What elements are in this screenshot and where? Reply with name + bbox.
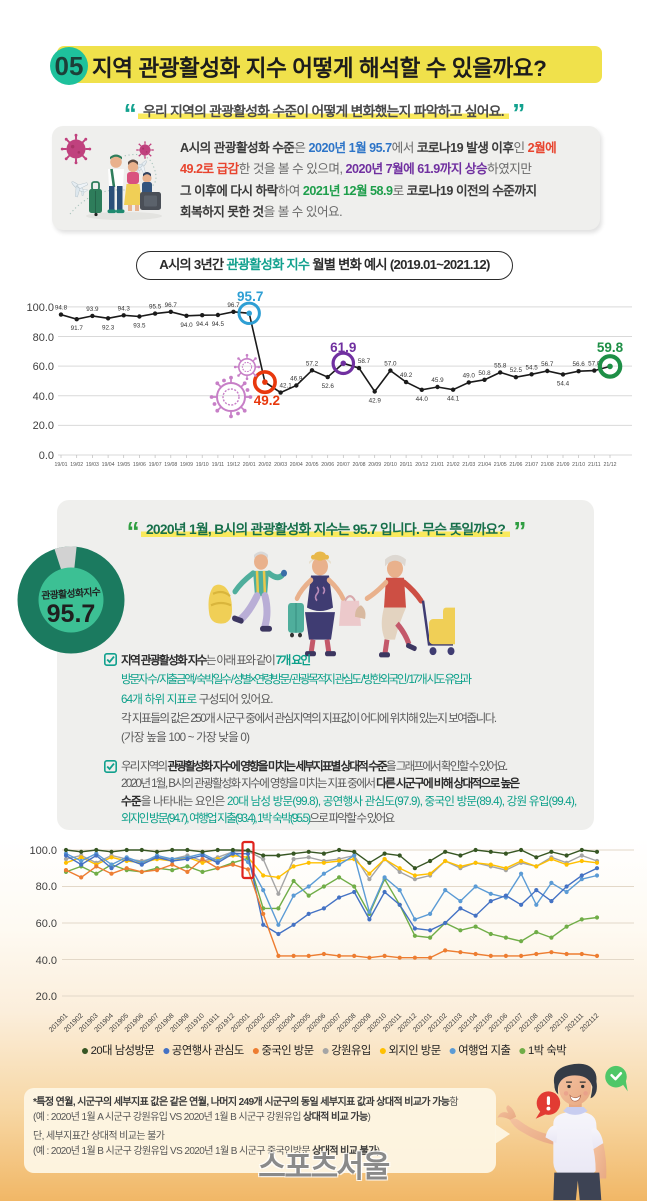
- svg-text:21/09: 21/09: [557, 462, 570, 468]
- svg-text:55.8: 55.8: [494, 362, 507, 369]
- svg-text:21/12: 21/12: [604, 462, 617, 468]
- svg-text:80.0: 80.0: [36, 881, 57, 893]
- svg-text:20/12: 20/12: [415, 462, 428, 468]
- svg-text:100.0: 100.0: [26, 302, 54, 314]
- svg-text:94.4: 94.4: [196, 321, 209, 328]
- svg-text:54.5: 54.5: [525, 364, 538, 371]
- svg-text:19/07: 19/07: [149, 462, 162, 468]
- svg-text:19/10: 19/10: [196, 462, 209, 468]
- svg-text:19/03: 19/03: [86, 462, 99, 468]
- svg-text:20/08: 20/08: [353, 462, 366, 468]
- svg-text:20/06: 20/06: [321, 462, 334, 468]
- svg-text:52.6: 52.6: [322, 383, 335, 390]
- svg-text:20/05: 20/05: [306, 462, 319, 468]
- svg-text:49.2: 49.2: [254, 393, 280, 408]
- svg-text:20/02: 20/02: [258, 462, 271, 468]
- svg-text:20/09: 20/09: [368, 462, 381, 468]
- svg-text:57.0: 57.0: [588, 361, 601, 368]
- svg-text:0.0: 0.0: [39, 450, 54, 462]
- svg-text:96.7: 96.7: [227, 302, 240, 309]
- svg-text:94.8: 94.8: [55, 305, 68, 312]
- svg-text:관광활성화지수: 관광활성화지수: [41, 585, 101, 602]
- svg-text:20/07: 20/07: [337, 462, 350, 468]
- svg-text:44.0: 44.0: [416, 396, 429, 403]
- svg-text:59.8: 59.8: [597, 340, 624, 355]
- svg-text:20.0: 20.0: [36, 991, 57, 1003]
- svg-text:94.3: 94.3: [118, 305, 131, 312]
- svg-text:19/05: 19/05: [117, 462, 130, 468]
- svg-text:60.0: 60.0: [36, 918, 57, 930]
- svg-text:93.9: 93.9: [86, 306, 99, 313]
- svg-text:52.5: 52.5: [510, 367, 523, 374]
- svg-text:19/11: 19/11: [212, 462, 225, 468]
- svg-text:56.6: 56.6: [572, 361, 585, 368]
- svg-text:19/06: 19/06: [133, 462, 146, 468]
- svg-text:19/09: 19/09: [180, 462, 193, 468]
- svg-text:49.0: 49.0: [463, 372, 476, 379]
- svg-text:94.5: 94.5: [212, 321, 225, 328]
- svg-text:94.0: 94.0: [180, 322, 193, 329]
- svg-text:95.7: 95.7: [237, 289, 263, 304]
- svg-text:40.0: 40.0: [36, 955, 57, 967]
- svg-text:21/11: 21/11: [588, 462, 601, 468]
- svg-text:19/12: 19/12: [227, 462, 240, 468]
- svg-text:91.7: 91.7: [71, 325, 84, 332]
- svg-text:20/10: 20/10: [384, 462, 397, 468]
- svg-text:20/03: 20/03: [274, 462, 287, 468]
- svg-text:49.2: 49.2: [400, 372, 413, 379]
- svg-text:54.4: 54.4: [557, 380, 570, 387]
- svg-text:57.0: 57.0: [384, 361, 397, 368]
- svg-text:60.0: 60.0: [33, 361, 54, 373]
- svg-text:19/01: 19/01: [55, 462, 68, 468]
- svg-text:42.1: 42.1: [279, 383, 292, 390]
- svg-text:21/01: 21/01: [431, 462, 444, 468]
- svg-text:61.9: 61.9: [330, 340, 356, 355]
- svg-text:93.5: 93.5: [133, 323, 146, 330]
- svg-text:19/04: 19/04: [102, 462, 115, 468]
- svg-text:58.7: 58.7: [358, 358, 371, 365]
- svg-text:50.8: 50.8: [478, 370, 491, 377]
- svg-text:21/02: 21/02: [447, 462, 460, 468]
- svg-text:95.5: 95.5: [149, 304, 162, 311]
- svg-text:19/08: 19/08: [164, 462, 177, 468]
- svg-text:21/03: 21/03: [462, 462, 475, 468]
- svg-text:21/05: 21/05: [494, 462, 507, 468]
- svg-text:21/04: 21/04: [478, 462, 491, 468]
- svg-text:45.9: 45.9: [431, 377, 444, 384]
- svg-text:92.3: 92.3: [102, 324, 115, 331]
- svg-text:20.0: 20.0: [33, 420, 54, 432]
- svg-text:19/02: 19/02: [70, 462, 83, 468]
- svg-text:21/10: 21/10: [572, 462, 585, 468]
- svg-text:21/06: 21/06: [509, 462, 522, 468]
- svg-text:95.7: 95.7: [47, 600, 96, 628]
- svg-text:100.0: 100.0: [29, 845, 57, 857]
- svg-text:20/01: 20/01: [243, 462, 256, 468]
- svg-text:44.1: 44.1: [447, 396, 460, 403]
- svg-text:57.2: 57.2: [306, 360, 319, 367]
- svg-text:96.7: 96.7: [165, 302, 178, 309]
- svg-text:80.0: 80.0: [33, 332, 54, 344]
- svg-text:21/08: 21/08: [541, 462, 554, 468]
- svg-text:20/11: 20/11: [400, 462, 413, 468]
- svg-text:20/04: 20/04: [290, 462, 303, 468]
- svg-text:42.9: 42.9: [369, 398, 382, 405]
- svg-text:56.7: 56.7: [541, 361, 554, 368]
- svg-text:40.0: 40.0: [33, 391, 54, 403]
- svg-text:21/07: 21/07: [525, 462, 538, 468]
- svg-text:46.9: 46.9: [290, 376, 303, 383]
